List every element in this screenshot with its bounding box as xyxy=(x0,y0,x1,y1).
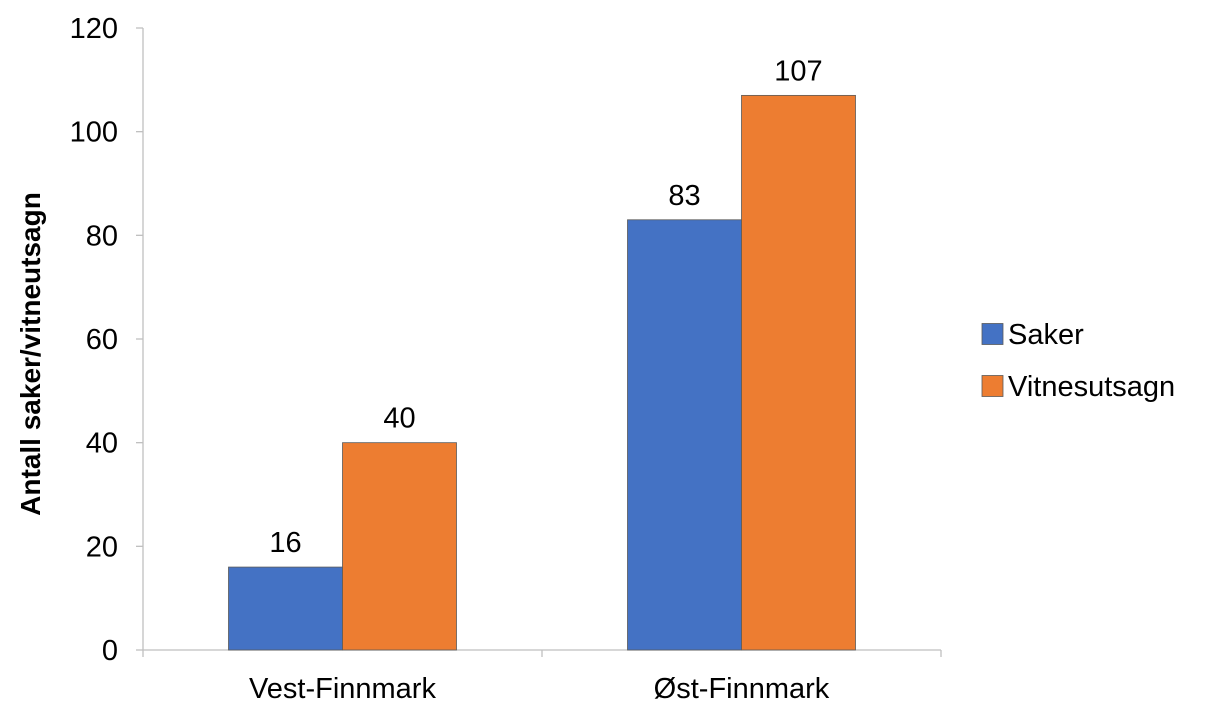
y-tick-label: 120 xyxy=(70,13,118,45)
y-tick-label: 80 xyxy=(86,220,118,252)
legend-label: Vitnesutsagn xyxy=(1008,371,1175,403)
legend: Saker Vitnesutsagn xyxy=(981,319,1175,403)
x-category-label: Øst-Finnmark xyxy=(654,673,830,701)
data-labels: 16 40 83 107 xyxy=(269,55,822,559)
data-label: 16 xyxy=(269,527,301,559)
bars xyxy=(228,94,856,651)
y-axis-title: Antall saker/vitneutsagn xyxy=(15,192,46,516)
bar-vitnesutsagn xyxy=(342,442,457,651)
bar-saker xyxy=(627,219,742,651)
x-category-label: Vest-Finnmark xyxy=(249,673,436,701)
axes: 0 20 40 60 80 100 120 Vest-Finnmark Øst-Finnmark xyxy=(70,13,942,701)
y-tick-label: 40 xyxy=(86,428,118,460)
bar-saker xyxy=(228,566,343,651)
legend-swatch-saker xyxy=(981,323,1004,345)
data-label: 83 xyxy=(668,180,700,212)
data-label: 107 xyxy=(774,55,822,87)
y-tick-label: 0 xyxy=(102,635,118,667)
y-tick-label: 100 xyxy=(70,117,118,149)
legend-label: Saker xyxy=(1008,319,1084,351)
bar-vitnesutsagn xyxy=(741,94,856,651)
legend-swatch-vitnesutsagn xyxy=(981,375,1004,397)
y-tick-label: 20 xyxy=(86,531,118,563)
y-tick-label: 60 xyxy=(86,324,118,356)
data-label: 40 xyxy=(383,403,415,435)
